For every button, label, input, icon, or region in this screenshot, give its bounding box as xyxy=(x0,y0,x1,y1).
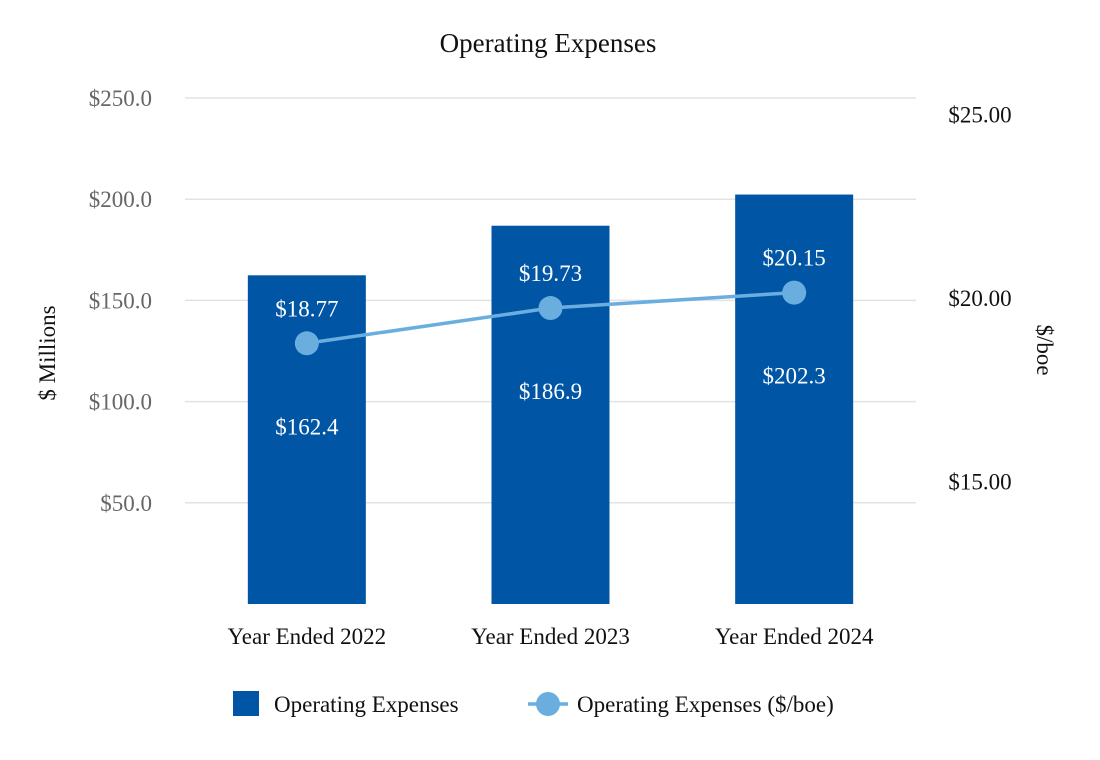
x-tick-label: Year Ended 2024 xyxy=(715,624,874,649)
legend-label: Operating Expenses xyxy=(274,692,459,717)
x-tick-label: Year Ended 2023 xyxy=(471,624,630,649)
y-tick-label: $250.0 xyxy=(89,86,152,111)
line-series xyxy=(294,280,807,356)
y2-tick-label: $15.00 xyxy=(948,470,1011,495)
right-axis-ticks: $15.00 $20.00 $25.00 xyxy=(948,103,1011,495)
bar xyxy=(491,225,610,604)
left-axis-ticks: $50.0 $100.0 $150.0 $200.0 $250.0 xyxy=(89,86,152,516)
x-axis-ticks: Year Ended 2022 Year Ended 2023 Year Ended… xyxy=(228,624,874,649)
line-data-label: $20.15 xyxy=(763,246,826,271)
bar-data-label: $202.3 xyxy=(763,364,826,389)
bar xyxy=(735,194,854,604)
line-data-label: $19.73 xyxy=(519,261,582,286)
y2-tick-label: $20.00 xyxy=(948,286,1011,311)
legend: Operating Expenses Operating Expenses ($/… xyxy=(233,691,834,717)
bar xyxy=(247,275,366,604)
bar-data-labels: $162.4 $186.9 $202.3 xyxy=(275,364,826,440)
line-data-labels: $18.77 $19.73 $20.15 xyxy=(275,246,826,322)
legend-line-marker xyxy=(536,692,560,716)
y2-tick-label: $25.00 xyxy=(948,103,1011,128)
bar-data-label: $162.4 xyxy=(275,414,339,439)
y2-axis-label: $/boe xyxy=(1032,324,1057,375)
y-tick-label: $150.0 xyxy=(89,288,152,313)
line-point xyxy=(782,280,807,305)
x-tick-label: Year Ended 2022 xyxy=(228,624,387,649)
bar-data-label: $186.9 xyxy=(519,379,582,404)
line-point xyxy=(294,331,319,356)
y-tick-label: $100.0 xyxy=(89,390,152,415)
legend-label: Operating Expenses ($/boe) xyxy=(577,692,834,717)
bar-series xyxy=(247,194,854,604)
y-axis-label: $ Millions xyxy=(35,305,60,400)
line-point xyxy=(538,296,563,321)
legend-bar-swatch xyxy=(233,691,259,716)
y-tick-label: $50.0 xyxy=(100,491,152,516)
y-tick-label: $200.0 xyxy=(89,187,152,212)
line-data-label: $18.77 xyxy=(275,296,338,321)
chart-title: Operating Expenses xyxy=(440,28,657,58)
